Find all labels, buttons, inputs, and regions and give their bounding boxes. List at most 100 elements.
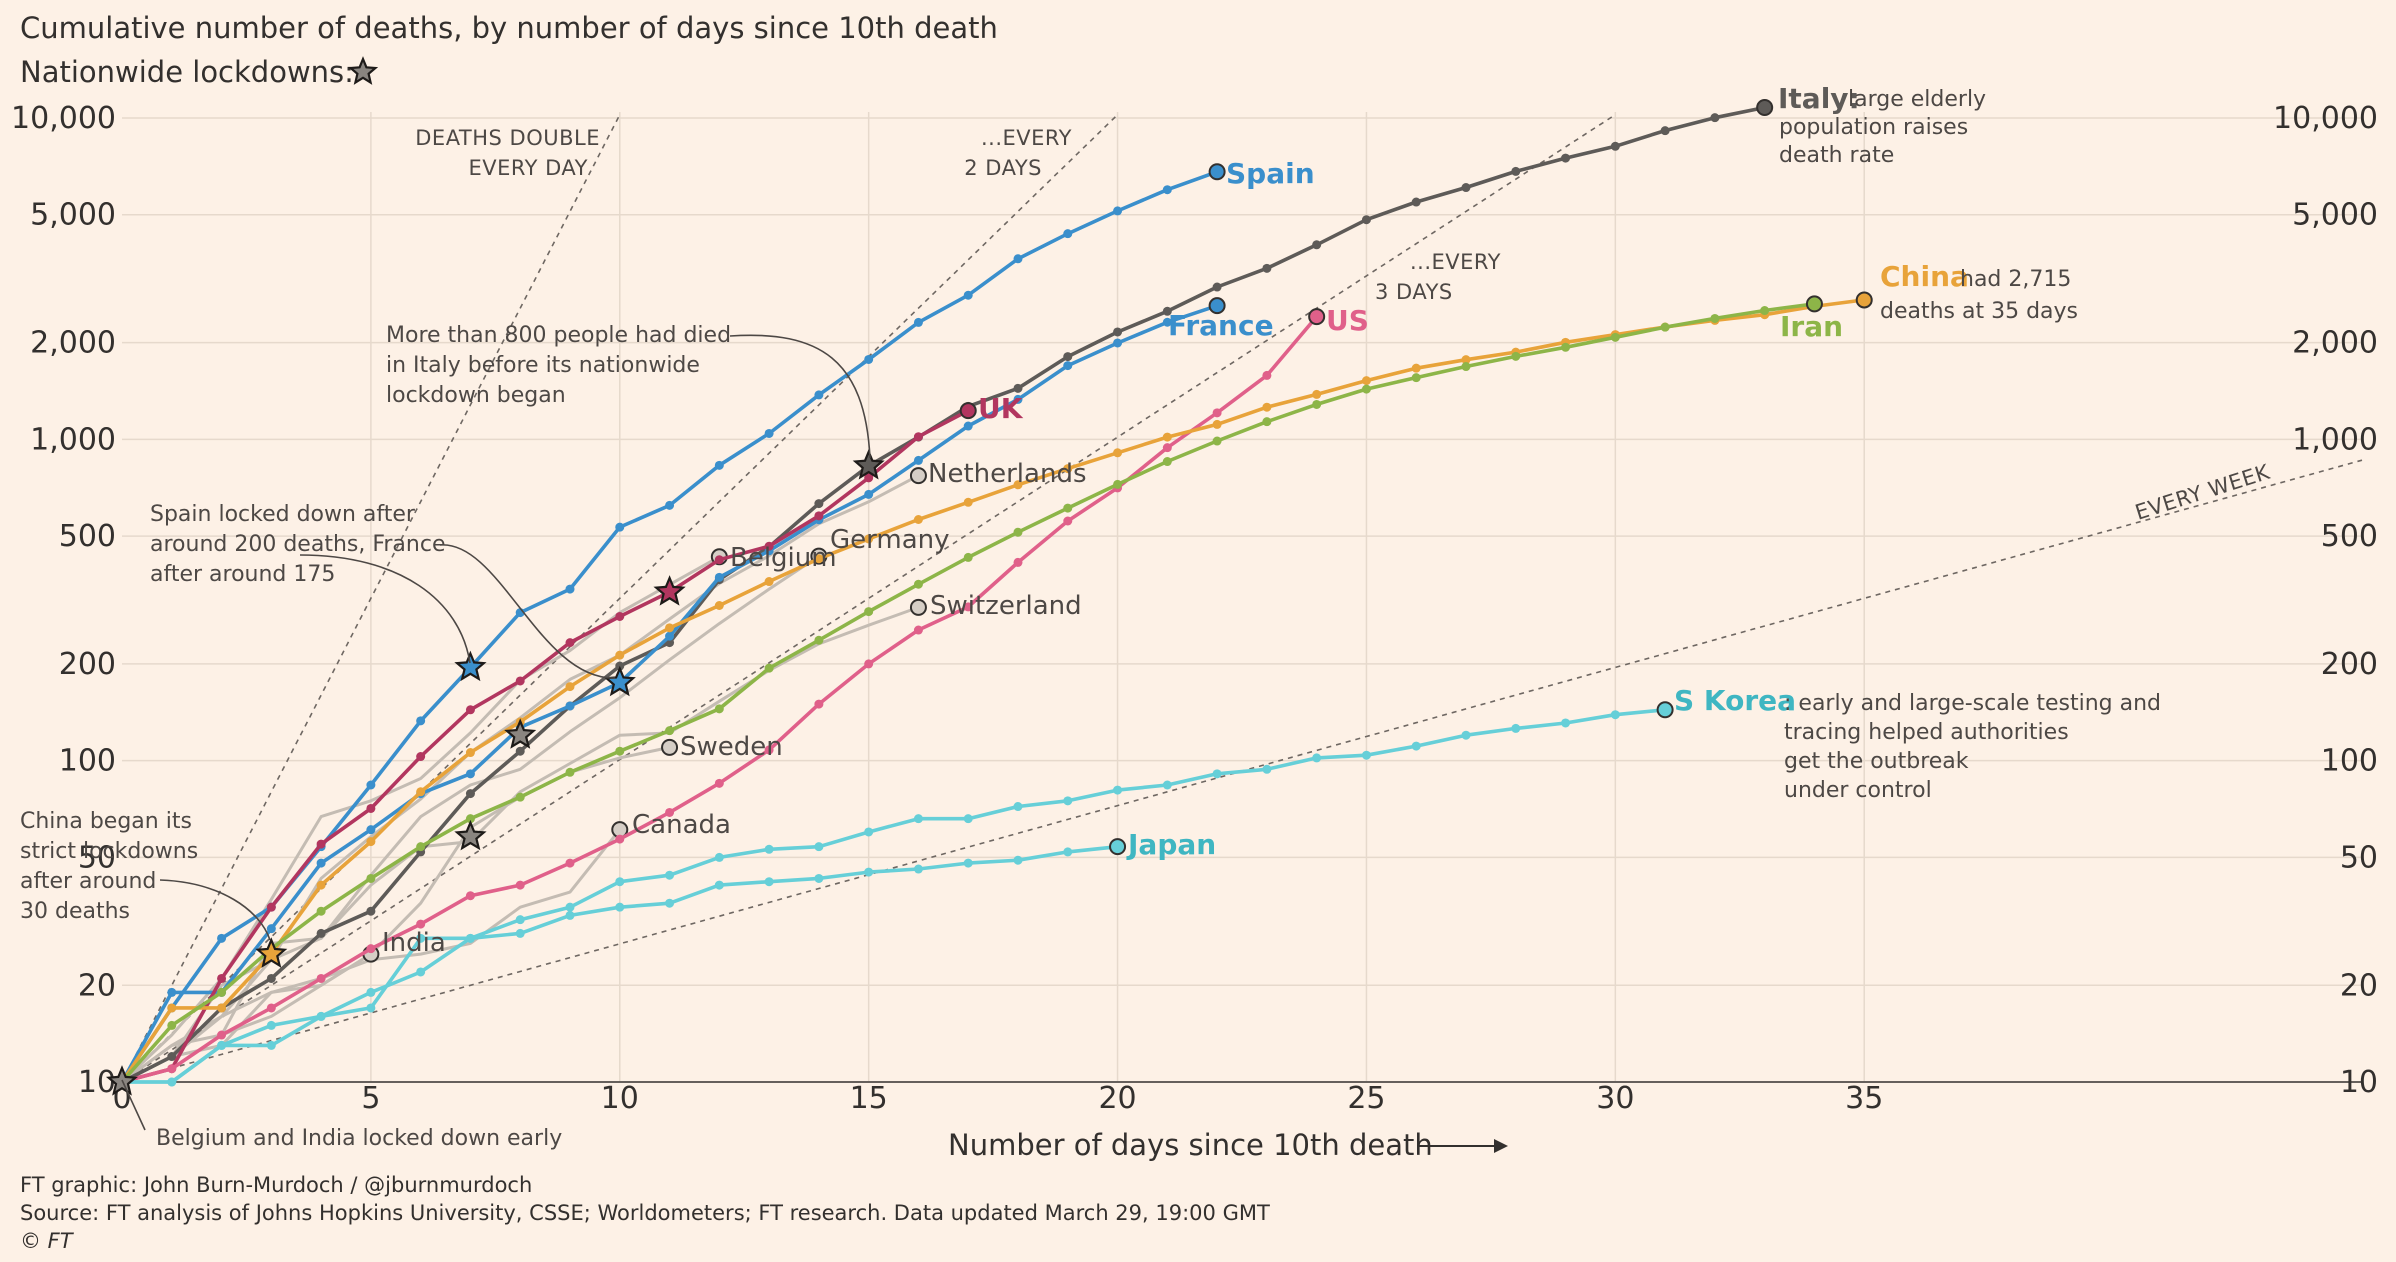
data-point-france xyxy=(1113,338,1123,348)
guide-label-every-3-days: ...EVERY 3 DAYS xyxy=(1375,250,1501,304)
data-point-japan xyxy=(963,858,973,868)
y-tick-label-left: 100 xyxy=(59,744,116,779)
data-point-italy xyxy=(1561,153,1571,163)
x-tick-label: 5 xyxy=(361,1081,380,1116)
footer-credit: FT graphic: John Burn-Murdoch / @jburnmu… xyxy=(20,1173,532,1197)
y-tick-label-right: 1,000 xyxy=(2292,422,2378,457)
lockdown-star-icon-spain xyxy=(454,650,487,682)
label-germany: Germany xyxy=(830,525,950,555)
data-point-uk xyxy=(814,511,824,521)
guide-every-3-line-1: ...EVERY xyxy=(1410,250,1501,274)
china-note-line-2: deaths at 35 days xyxy=(1880,299,2078,324)
data-point-japan xyxy=(465,933,475,943)
data-point-france xyxy=(266,924,276,934)
data-point-spain xyxy=(416,716,426,726)
guide-every-day-line-1: DEATHS DOUBLE xyxy=(415,126,600,150)
end-point-iran xyxy=(1805,295,1823,313)
data-point-china xyxy=(963,497,973,507)
end-point-china xyxy=(1855,291,1873,309)
guide-line-every-2-days xyxy=(121,114,1119,1083)
data-point-iran xyxy=(217,987,227,997)
annotation-italy-lockdown: More than 800 people had died in Italy b… xyxy=(386,323,731,408)
data-point-us xyxy=(515,880,525,890)
data-point-us xyxy=(316,973,326,983)
data-point-japan xyxy=(515,928,525,938)
annotation-italy-line-1: More than 800 people had died xyxy=(386,323,731,348)
data-point-iran xyxy=(1063,503,1073,513)
annotation-spain-line-1: Spain locked down after xyxy=(150,502,416,527)
connector-france xyxy=(439,544,616,679)
data-point-iran xyxy=(366,873,376,883)
series-line-india xyxy=(121,952,372,1084)
series-lines xyxy=(117,99,1873,1087)
data-point-s-korea xyxy=(714,852,724,862)
series-line-china xyxy=(120,298,1865,1084)
italy-note-line-3: death rate xyxy=(1779,143,1894,168)
data-point-japan xyxy=(565,910,575,920)
y-tick-label-left: 50 xyxy=(78,840,116,875)
data-point-s-korea xyxy=(1361,750,1371,760)
data-point-italy xyxy=(1660,126,1670,136)
guide-every-2-line-2: 2 DAYS xyxy=(964,156,1042,180)
data-point-iran xyxy=(764,663,774,673)
data-point-japan xyxy=(167,1077,177,1087)
data-point-iran xyxy=(665,726,675,736)
y-tick-label-left: 2,000 xyxy=(30,326,116,361)
data-point-us xyxy=(465,891,475,901)
data-point-iran xyxy=(1361,384,1371,394)
data-point-japan xyxy=(764,877,774,887)
data-point-s-korea xyxy=(1013,802,1023,812)
data-point-italy xyxy=(1312,240,1322,250)
data-point-italy xyxy=(1411,197,1421,207)
data-point-us xyxy=(565,858,575,868)
data-point-japan xyxy=(217,1040,227,1050)
x-axis-title: Number of days since 10th death xyxy=(948,1128,1433,1162)
data-point-us xyxy=(266,1003,276,1013)
end-point-italy xyxy=(1756,99,1774,117)
data-point-japan xyxy=(814,873,824,883)
data-point-france xyxy=(167,987,177,997)
label-switzerland: Switzerland xyxy=(930,591,1082,621)
data-point-iran xyxy=(416,842,426,852)
data-point-china xyxy=(1361,376,1371,386)
end-point-netherlands xyxy=(909,467,927,485)
footer-source: Source: FT analysis of Johns Hopkins Uni… xyxy=(20,1201,1270,1225)
data-point-s-korea xyxy=(1113,785,1123,795)
data-point-france xyxy=(714,572,724,582)
data-point-iran xyxy=(316,906,326,916)
data-point-japan xyxy=(665,898,675,908)
data-point-uk xyxy=(465,705,475,715)
data-point-uk xyxy=(615,611,625,621)
data-point-uk xyxy=(714,555,724,565)
data-point-italy xyxy=(1262,263,1272,273)
data-point-china xyxy=(1013,480,1023,490)
end-point-uk xyxy=(959,402,977,420)
lockdown-legend-star-icon xyxy=(347,56,379,85)
data-point-spain xyxy=(1162,185,1172,195)
end-point-france xyxy=(1208,297,1226,315)
data-point-france xyxy=(1013,394,1023,404)
data-point-spain xyxy=(565,584,575,594)
data-point-italy xyxy=(515,746,525,756)
lockdown-legend-label: Nationwide lockdowns: xyxy=(20,55,354,89)
end-point-spain xyxy=(1208,163,1226,181)
data-point-s-korea xyxy=(1511,723,1521,733)
data-point-us xyxy=(714,778,724,788)
data-point-iran xyxy=(1162,457,1172,467)
data-point-s-korea xyxy=(1561,718,1571,728)
guide-every-2-line-1: ...EVERY xyxy=(981,126,1072,150)
annotation-china-line-2: strict lockdowns xyxy=(20,839,198,864)
data-point-china xyxy=(167,1003,177,1013)
data-point-italy xyxy=(814,499,824,509)
data-point-iran xyxy=(1262,417,1272,427)
data-point-iran xyxy=(1561,342,1571,352)
data-point-iran xyxy=(714,704,724,714)
annotation-italy-line-2: in Italy before its nationwide xyxy=(386,353,700,378)
data-point-s-korea xyxy=(1063,796,1073,806)
data-point-china xyxy=(1212,419,1222,429)
label-uk: UK xyxy=(978,392,1024,425)
data-point-china xyxy=(366,837,376,847)
data-point-us xyxy=(913,625,923,635)
data-point-uk xyxy=(217,973,227,983)
data-point-italy xyxy=(316,928,326,938)
